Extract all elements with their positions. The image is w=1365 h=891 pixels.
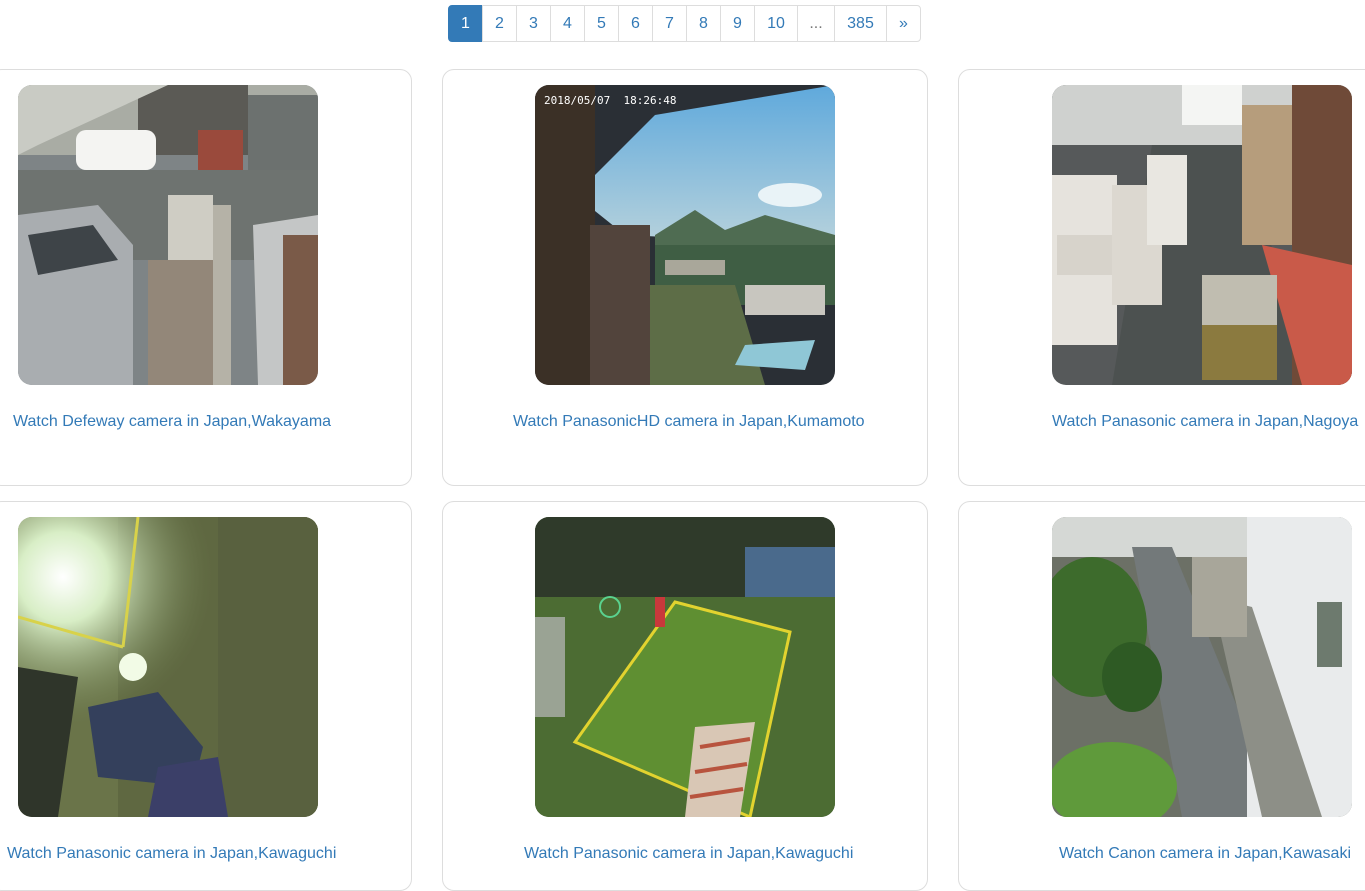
camera-image xyxy=(535,517,835,817)
camera-link-wakayama[interactable]: Watch Defeway camera in Japan,Wakayama xyxy=(13,413,332,430)
timestamp-overlay: 2018/05/07 18:26:48 xyxy=(544,94,677,107)
camera-image xyxy=(18,517,318,817)
camera-thumbnail-nagoya[interactable] xyxy=(1052,85,1352,385)
next-page-link[interactable]: » xyxy=(886,5,921,42)
camera-thumbnail-kawasaki[interactable] xyxy=(1052,517,1352,817)
page-4-link[interactable]: 4 xyxy=(550,5,585,42)
page-5-link[interactable]: 5 xyxy=(584,5,619,42)
camera-thumbnail-wakayama[interactable] xyxy=(18,85,318,385)
camera-thumbnail-kawaguchi-2[interactable] xyxy=(535,517,835,817)
page-ellipsis: ... xyxy=(797,5,835,42)
page-10-link[interactable]: 10 xyxy=(754,5,798,42)
page-3-link[interactable]: 3 xyxy=(516,5,551,42)
camera-link-kumamoto[interactable]: Watch PanasonicHD camera in Japan,Kumamo… xyxy=(513,413,865,430)
page-1-link[interactable]: 1 xyxy=(448,5,483,42)
camera-link-nagoya[interactable]: Watch Panasonic camera in Japan,Nagoya xyxy=(1052,413,1359,430)
camera-image xyxy=(18,85,318,385)
camera-link-kawaguchi-2[interactable]: Watch Panasonic camera in Japan,Kawaguch… xyxy=(524,845,854,862)
camera-image xyxy=(1052,517,1352,817)
page-385-link[interactable]: 385 xyxy=(834,5,887,42)
page-8-link[interactable]: 8 xyxy=(686,5,721,42)
camera-image xyxy=(535,85,835,385)
page-9-link[interactable]: 9 xyxy=(720,5,755,42)
page-7-link[interactable]: 7 xyxy=(652,5,687,42)
camera-link-kawaguchi-1[interactable]: Watch Panasonic camera in Japan,Kawaguch… xyxy=(7,845,337,862)
camera-thumbnail-kumamoto[interactable]: 2018/05/07 18:26:48 xyxy=(535,85,835,385)
camera-thumbnail-kawaguchi-1[interactable] xyxy=(18,517,318,817)
camera-link-kawasaki[interactable]: Watch Canon camera in Japan,Kawasaki xyxy=(1059,845,1351,862)
page-6-link[interactable]: 6 xyxy=(618,5,653,42)
page-2-link[interactable]: 2 xyxy=(482,5,517,42)
camera-image xyxy=(1052,85,1352,385)
pagination: 1 2 3 4 5 6 7 8 9 10 ... 385 » xyxy=(448,5,921,42)
